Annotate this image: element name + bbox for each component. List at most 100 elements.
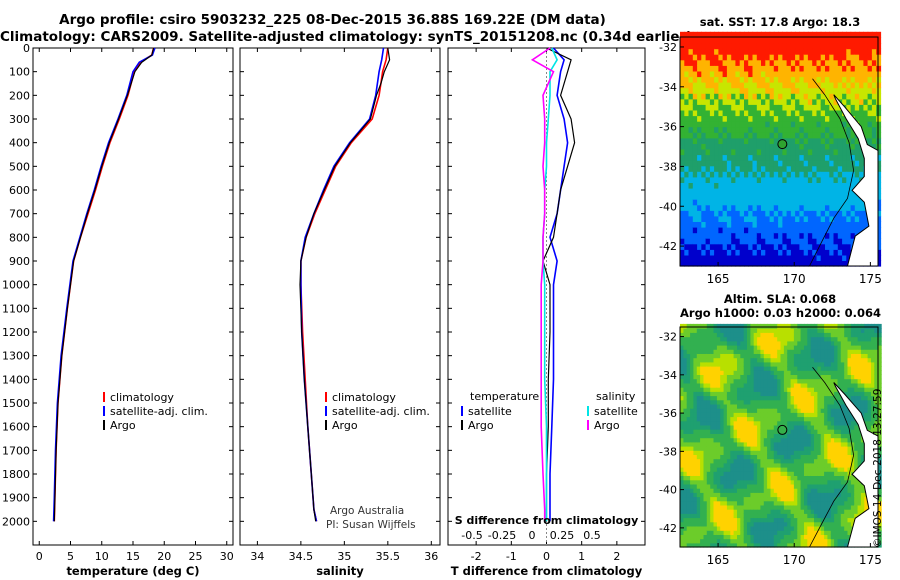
- map-cell: [814, 403, 818, 409]
- map-cell: [790, 336, 795, 342]
- map-cell: [718, 93, 724, 100]
- map-cell: [709, 148, 715, 156]
- map-cell: [763, 374, 768, 380]
- map-cell: [782, 109, 788, 117]
- map-cell: [690, 378, 695, 384]
- map-cell: [825, 199, 830, 206]
- map-cell: [693, 408, 698, 413]
- map-cell: [786, 115, 792, 122]
- map-cell: [722, 70, 728, 78]
- map-cell: [795, 37, 800, 44]
- map-cell: [844, 496, 849, 502]
- map-cell: [803, 199, 809, 206]
- map-cell: [735, 249, 741, 256]
- map-cell: [743, 420, 748, 426]
- map-cell: [799, 254, 805, 261]
- map-cell: [767, 492, 772, 498]
- map-cell: [790, 433, 795, 439]
- map-cell: [697, 65, 702, 72]
- map-cell: [722, 171, 728, 178]
- map-cell: [793, 387, 798, 392]
- map-cell: [701, 210, 707, 217]
- map-cell: [770, 437, 775, 443]
- map-cell: [804, 378, 808, 384]
- map-cell: [714, 87, 719, 94]
- diff-legend-argo: Argo: [468, 419, 494, 432]
- map-cell: [817, 328, 822, 333]
- map-cell: [720, 395, 725, 401]
- map-cell: [787, 437, 792, 443]
- map-cell: [790, 366, 795, 371]
- map-cell: [850, 496, 855, 502]
- map-cell: [680, 530, 684, 535]
- map-cell: [744, 199, 749, 206]
- map-cell: [778, 109, 783, 117]
- map-cell: [769, 148, 775, 156]
- map-cell: [693, 382, 698, 388]
- map-cell: [770, 366, 775, 371]
- map-cell: [840, 403, 845, 409]
- diff-legend-satellite-s: satellite: [594, 405, 638, 418]
- map-cell: [803, 48, 809, 55]
- map-cell: [787, 530, 792, 535]
- map-cell: [690, 349, 695, 354]
- map-cell: [777, 521, 782, 527]
- map-cell: [710, 450, 715, 455]
- map-cell: [778, 171, 783, 178]
- map-cell: [847, 521, 852, 527]
- map-cell: [739, 182, 745, 189]
- map-cell: [829, 148, 835, 156]
- map-cell: [773, 513, 778, 519]
- map-cell: [706, 323, 711, 329]
- map-cell: [756, 143, 762, 150]
- map-cell: [820, 504, 825, 510]
- map-cell: [743, 471, 748, 476]
- map-cell: [846, 104, 852, 111]
- map-cell: [760, 517, 765, 523]
- map-cell: [837, 171, 843, 178]
- map-cell: [850, 109, 856, 117]
- map-cell: [692, 109, 698, 117]
- map-cell: [797, 332, 802, 338]
- map-cell: [716, 433, 721, 439]
- map-cell: [807, 243, 813, 250]
- map-cell: [773, 403, 778, 409]
- map-cell: [718, 254, 724, 261]
- argo-position-marker: [777, 139, 788, 150]
- map-cell: [834, 475, 839, 481]
- x-tick-label: 36: [424, 550, 438, 563]
- map-cell: [720, 340, 725, 346]
- map-cell: [820, 496, 825, 502]
- map-cell: [810, 382, 815, 388]
- map-cell: [696, 479, 701, 485]
- map-cell: [709, 193, 715, 200]
- map-cell: [825, 232, 830, 239]
- map-cell: [773, 366, 778, 371]
- map-cell: [833, 37, 839, 44]
- map-cell: [769, 176, 775, 183]
- map-cell: [829, 76, 835, 83]
- map-cell: [688, 227, 694, 234]
- map-cell: [837, 542, 842, 548]
- map-cell: [688, 199, 694, 206]
- map-cell: [735, 199, 741, 206]
- map-cell: [825, 171, 830, 178]
- map-cell: [696, 387, 701, 392]
- map-cell: [847, 361, 852, 367]
- map-cell: [713, 349, 718, 354]
- map-cell: [778, 210, 783, 217]
- map-cell: [739, 65, 745, 72]
- map-cell: [722, 254, 728, 261]
- map-cell: [761, 199, 766, 206]
- map-cell: [847, 420, 852, 426]
- map-cell: [867, 59, 873, 66]
- map-cell: [824, 542, 829, 548]
- map-cell: [837, 187, 843, 195]
- map-cell: [844, 349, 849, 354]
- map-cell: [690, 370, 695, 375]
- map-cell: [840, 517, 845, 523]
- map-cell: [812, 176, 818, 183]
- map-cell: [793, 370, 798, 375]
- map-cell: [803, 160, 809, 167]
- map-cell: [740, 441, 745, 447]
